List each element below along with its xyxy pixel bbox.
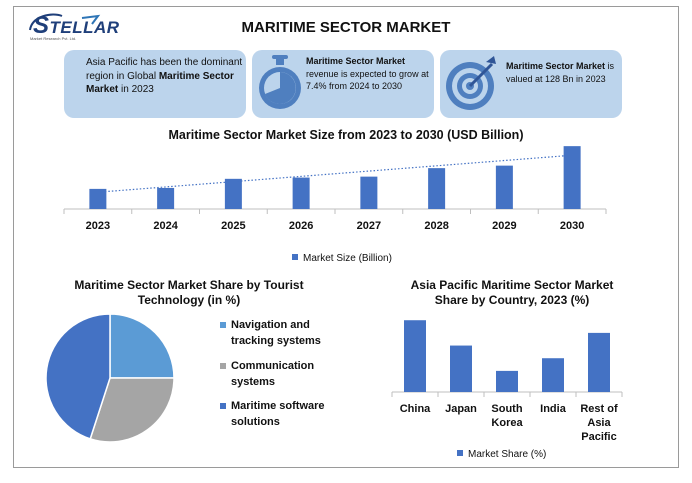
x-tick-label: China [399,403,431,415]
x-tick-label: 2023 [85,220,111,232]
bar-2027 [360,176,378,209]
pie-legend-label: Navigation and tracking systems [231,319,321,347]
bar-country [542,358,564,392]
bar-2023 [89,188,107,209]
legend-swatch [220,363,226,369]
legend-swatch [220,403,226,409]
bar-country [404,320,426,392]
page-title: MARITIME SECTOR MARKET [241,19,451,36]
infographic-frame [13,6,679,468]
stat-card-text: Asia Pacific has been the dominant regio… [86,57,243,95]
x-tick-label: 2027 [356,220,382,232]
x-tick-label: Japan [445,403,477,415]
x-tick-label: 2030 [559,220,585,232]
stellar-logo [22,10,112,50]
stat-card-text: Maritime Sector Market revenue is expect… [306,56,429,91]
chart1-title: Maritime Sector Market Size from 2023 to… [168,128,524,142]
stopwatch-icon [259,55,301,109]
bar-2028 [428,168,446,209]
logo-swoosh-icon [29,13,101,31]
pie-slice-1 [109,313,175,379]
x-tick-label: South Korea [491,403,523,429]
bar-2024 [157,187,175,209]
x-tick-label: Rest of Asia Pacific [580,403,618,443]
target-icon [446,56,496,110]
bar-country [450,345,472,392]
stat-card-text: Maritime Sector Market is valued at 128 … [506,61,615,84]
bar-country [496,370,518,392]
stat-card-value: Maritime Sector Market is valued at 128 … [440,50,622,118]
bar-country [588,332,610,392]
chart3-legend: Market Share (%) [457,448,546,461]
legend-swatch [292,254,298,260]
pie-legend-item: Navigation and tracking systems [220,317,340,349]
stat-card-region: Asia Pacific has been the dominant regio… [64,50,246,118]
logo-text: STELLAR [33,12,120,39]
chart1-legend: Market Size (Billion) [292,252,392,265]
x-tick-label: 2029 [492,220,517,232]
bar-2025 [224,178,242,209]
x-tick-label: 2026 [288,220,314,232]
pie-legend-item: Communication systems [220,358,340,390]
pie-legend-item: Maritime software solutions [220,398,340,430]
pie-legend-label: Communication systems [231,360,315,388]
x-tick-label: India [540,403,566,415]
logo-subtitle: Market Research Pvt. Ltd. [30,36,77,41]
stat-card-growth: Maritime Sector Market revenue is expect… [252,50,434,118]
x-tick-label: 2028 [424,220,449,232]
chart2-title: Maritime Sector Market Share by Tourist … [74,278,304,307]
bar-2030 [563,146,581,209]
x-tick-label: 2024 [153,220,178,232]
legend-swatch [457,450,463,456]
x-tick-label: 2025 [221,220,246,232]
pie-legend-label: Maritime software solutions [231,400,325,428]
trendline [97,154,573,193]
pie-slice-3 [45,313,111,440]
legend-swatch [220,322,226,328]
bar-2029 [495,165,513,209]
bar-2026 [292,177,310,209]
chart3-title: Asia Pacific Maritime Sector Market Shar… [410,278,614,307]
pie-slice-2 [89,377,175,443]
